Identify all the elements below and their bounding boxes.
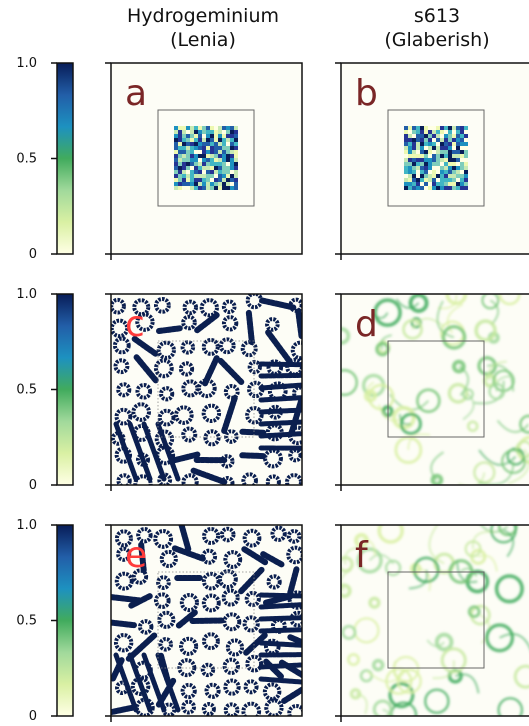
panel-letter-d: d [355,304,378,345]
colorbar-tick-label: 0.5 [16,152,37,167]
panel-letter-e: e [125,535,147,576]
panel-frame [110,62,303,255]
column-title-1-line2: (Lenia) [170,29,236,51]
panel-letter-f: f [355,535,369,576]
panel-letter-b: b [355,73,378,114]
colorbar-tick-label: 0.5 [16,614,37,629]
colorbar-tick-label: 0 [29,709,37,724]
colorbars: 0 0.5 1.0 0 0.5 1.0 0 0.5 1.0 [16,56,74,724]
panel-c: c [105,293,303,491]
panel-frame [110,524,303,717]
blob-pattern [111,294,302,485]
colorbar-gradient [56,62,74,255]
region-outline [157,109,255,207]
panel-b: b [335,62,529,260]
panel-frame [340,62,529,255]
panel-letter-a: a [125,73,147,114]
colorbar-tick-label: 1.0 [16,518,37,533]
colorbar-tick-label: 1.0 [16,287,37,302]
column-title-1-line1: Hydrogeminium [127,5,279,27]
panel-frame [340,524,529,717]
colorbar-tick-label: 0 [29,478,37,493]
colorbar-2: 0 0.5 1.0 [16,287,74,493]
noise-patch [174,126,238,190]
panel-frame [110,293,303,486]
region-outline [387,340,485,438]
colorbar-gradient [56,293,74,486]
column-title-2-line1: s613 [414,5,460,27]
panel-frame [340,293,529,486]
panel-a: a [105,62,303,260]
region-outline [387,571,485,669]
colorbar-tick-label: 1.0 [16,56,37,71]
colorbar-tick-label: 0.5 [16,383,37,398]
colorbar-tick-label: 0 [29,247,37,262]
panel-d: d [335,293,529,491]
column-title-2-line2: (Glaberish) [384,29,489,51]
panel-f: f [335,524,529,722]
region-outline [157,571,255,669]
region-outline [387,109,485,207]
colorbar-gradient [56,524,74,717]
panels: a b c d e f [105,62,529,722]
panel-background [341,525,529,716]
region-outline [157,340,255,438]
colorbar-3: 0 0.5 1.0 [16,518,74,724]
blob-pattern [111,525,302,716]
colorbar-1: 0 0.5 1.0 [16,56,74,262]
panel-letter-c: c [125,304,145,345]
panel-e: e [105,524,303,722]
noise-patch [404,126,468,190]
